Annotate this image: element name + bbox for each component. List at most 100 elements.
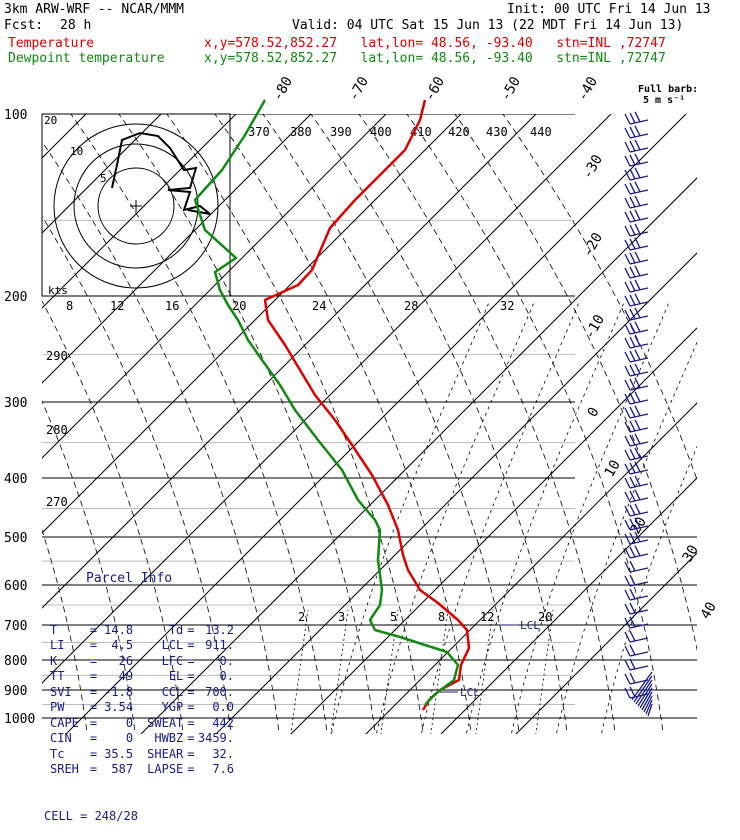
wind-barb-flag	[629, 294, 636, 306]
parcel-row: PW = 3.54 YGP = 0.0	[44, 700, 234, 716]
wind-barb-staff	[629, 427, 649, 433]
moist-adiabat	[330, 299, 491, 734]
parcel-row: SVI = -1.8 CCL = 700.	[44, 685, 234, 701]
dry-adiabat	[42, 141, 280, 734]
theta-label: 370	[248, 125, 270, 139]
parcel-equals: =	[187, 653, 195, 668]
wind-barb-flag	[634, 153, 641, 165]
wind-barb-flag	[629, 644, 636, 656]
pressure-label-900: 900	[4, 684, 27, 699]
parcel-v2-6: 442	[212, 715, 234, 730]
dry-adiabat	[42, 215, 232, 734]
wind-barb-staff	[629, 147, 649, 153]
wind-barb-flag	[629, 322, 636, 334]
isotherm-label: -60	[422, 74, 449, 104]
parcel-k2-5: YGP	[161, 700, 184, 714]
isotherm	[440, 477, 697, 734]
parcel-equals: =	[89, 653, 98, 668]
moist-adiabat	[465, 299, 626, 734]
wind-barb-flag	[629, 420, 636, 432]
parcel-equals: =	[187, 669, 195, 683]
wind-barb-staff	[629, 539, 649, 545]
isotherm-label: -40	[575, 74, 602, 104]
dry-adiabat	[118, 114, 376, 734]
wind-barb-flag	[629, 210, 636, 222]
wind-barb-flag	[624, 645, 631, 657]
wind-barb-flag	[629, 560, 636, 572]
temperature-legend: Temperature	[8, 36, 95, 51]
wind-barb-flag	[634, 517, 641, 529]
parcel-v1-7: 0	[125, 731, 134, 745]
wind-barb-staff	[629, 273, 649, 279]
hodograph-trace	[111, 131, 211, 215]
hodograph: 20 10 5 kts	[41, 113, 231, 297]
wind-barb-flag	[629, 126, 636, 138]
wind-barb-flag	[634, 307, 641, 319]
wind-barb-staff	[629, 609, 649, 615]
parcel-k2-8: SHEAR	[147, 746, 184, 761]
wind-barb-flag	[624, 435, 631, 447]
wind-barb-flag	[629, 504, 636, 516]
hodograph-speed-label: 28	[404, 299, 418, 313]
wind-barb-flag	[629, 574, 636, 586]
parcel-k2-1: LCL	[161, 638, 184, 652]
pressure-label-600: 600	[4, 579, 27, 594]
pressure-label-200: 200	[4, 290, 27, 305]
wind-barb-flag	[629, 378, 636, 390]
mixing-ratio-label: 2	[298, 610, 305, 624]
wind-barb-flag	[629, 434, 636, 446]
wind-barb-flag	[634, 321, 641, 333]
parcel-equals: =	[187, 762, 195, 776]
wind-barb-staff	[629, 189, 649, 195]
dewpoint-line	[193, 99, 460, 706]
theta-label: 420	[448, 125, 470, 139]
wind-barb-flag	[629, 266, 636, 278]
wind-barb-lowlevel	[631, 671, 653, 701]
moist-adiabat	[555, 341, 697, 734]
parcel-equals: =	[89, 715, 98, 730]
wind-barb-staff	[629, 679, 649, 685]
wind-barb-flag	[624, 113, 631, 125]
parcel-k2-3: EL	[168, 669, 184, 683]
wind-barb-flag	[629, 448, 636, 460]
dry-adiabat	[454, 114, 697, 652]
mixing-ratio-line	[535, 609, 554, 734]
isotherm-label: -70	[346, 74, 373, 104]
theta-side-label: 270	[46, 495, 68, 509]
parcel-v2-3: 0.	[219, 669, 234, 683]
parcel-equals: =	[89, 622, 98, 637]
wind-barb-flag	[624, 477, 631, 489]
wind-barb-flag	[624, 197, 631, 209]
hodograph-ring-outer	[53, 123, 219, 289]
wind-barb-flag	[634, 503, 641, 515]
hodograph-ring-inner	[97, 167, 175, 245]
wind-barb-flag	[629, 140, 636, 152]
wind-barb-flag	[629, 490, 636, 502]
theta-label: 440	[530, 125, 552, 139]
wind-barb-flag	[634, 363, 641, 375]
parcel-v1-3: 49	[118, 669, 134, 683]
isotherm-label: -80	[270, 74, 297, 104]
wind-barb-flag	[634, 265, 641, 277]
theta-label: 430	[486, 125, 508, 139]
wind-barb-staff	[629, 259, 649, 265]
wind-barb-flag	[634, 531, 641, 543]
wind-barb-flag	[634, 209, 641, 221]
parcel-k2-7: HWBZ	[154, 731, 184, 745]
wind-barb-flag	[624, 491, 631, 503]
wind-barb-flag	[624, 127, 631, 139]
parcel-v2-7: 3459.	[197, 731, 234, 745]
wind-barb-flag	[624, 659, 631, 671]
wind-barb-staff	[629, 133, 649, 139]
wind-barb-flag	[624, 169, 631, 181]
wind-barb-flag	[624, 141, 631, 153]
parcel-v1-0: 14.8	[104, 622, 134, 637]
wind-barb-flag	[629, 672, 636, 684]
hodograph-speed-label: 20	[232, 299, 246, 313]
wind-barb-flag	[624, 687, 631, 699]
parcel-equals: =	[187, 715, 195, 730]
parcel-k1-3: TT	[50, 669, 65, 683]
parcel-info-panel: Parcel Info T = 14.8 Td = 13.2 LI = 4.5 LCL = 911. K…	[44, 540, 234, 840]
wind-barb-flag	[629, 602, 636, 614]
